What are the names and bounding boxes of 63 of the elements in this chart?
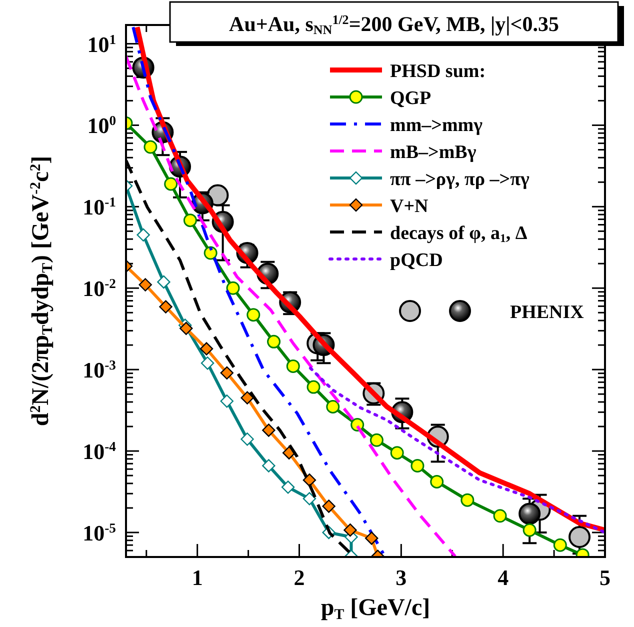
legend-label: PHENIX: [510, 302, 584, 323]
point: [226, 281, 240, 295]
legend-label: ππ –>ργ, πρ –>πγ: [390, 169, 530, 190]
point: [286, 359, 300, 373]
legend-label: mm–>mmγ: [390, 115, 483, 136]
point: [322, 500, 336, 513]
point: [390, 446, 404, 460]
line-series: [308, 366, 605, 534]
point: [302, 473, 316, 487]
point: [159, 300, 172, 314]
legend-label: decays of φ, a$_{1}$, Δ: [390, 223, 528, 245]
point: [200, 356, 214, 370]
y-tick-label: 10$^{-5}$: [82, 520, 116, 546]
point: [306, 380, 320, 394]
y-tick-label: 10$^{0}$: [87, 113, 116, 138]
point: [220, 394, 234, 408]
point: [518, 502, 541, 525]
legend-label: V+N: [390, 196, 429, 217]
y-tick-label: 10$^{-2}$: [82, 276, 116, 302]
x-tick-label: 3: [396, 565, 407, 590]
point: [262, 424, 276, 437]
point: [553, 538, 567, 552]
point: [240, 432, 254, 446]
point: [267, 334, 281, 348]
legend-label: mB–>mBγ: [390, 142, 476, 163]
point: [246, 308, 260, 322]
y-tick-label: 10$^{1}$: [87, 32, 116, 57]
point: [164, 177, 178, 191]
legend-label: PHSD sum:: [390, 61, 486, 82]
point: [370, 433, 384, 447]
point: [460, 493, 474, 507]
point: [220, 366, 234, 380]
legend-label: pQCD: [390, 250, 443, 271]
point: [240, 391, 254, 404]
point: [522, 523, 536, 537]
x-tick-label: 2: [294, 565, 305, 590]
point: [136, 228, 150, 242]
point: [344, 523, 357, 537]
y-tick-label: 10$^{-4}$: [82, 439, 116, 464]
point: [157, 275, 170, 289]
point: [302, 492, 316, 506]
point: [144, 140, 158, 154]
point: [200, 342, 214, 356]
point: [262, 459, 276, 472]
x-axis-title: p$_{T}$ [GeV/c]: [320, 595, 430, 623]
point: [568, 526, 591, 548]
point: [326, 400, 340, 414]
y-tick-label: 10$^{-3}$: [82, 358, 116, 383]
point: [204, 246, 218, 260]
x-tick-label: 1: [192, 565, 203, 590]
y-tick-label: 10$^{-1}$: [82, 194, 116, 220]
chart-title: Au+Au, s$_{NN}$$^{1/2}$=200 GeV, MB, |y|<0.35: [229, 12, 559, 38]
point: [365, 532, 378, 545]
x-tick-label: 5: [600, 565, 610, 590]
point: [183, 214, 197, 228]
point: [180, 322, 193, 336]
point: [138, 278, 152, 292]
point: [410, 458, 424, 472]
legend-label: QGP: [390, 88, 432, 109]
x-tick-label: 4: [498, 565, 509, 590]
point: [493, 509, 507, 523]
point: [430, 474, 444, 488]
point: [281, 480, 295, 494]
